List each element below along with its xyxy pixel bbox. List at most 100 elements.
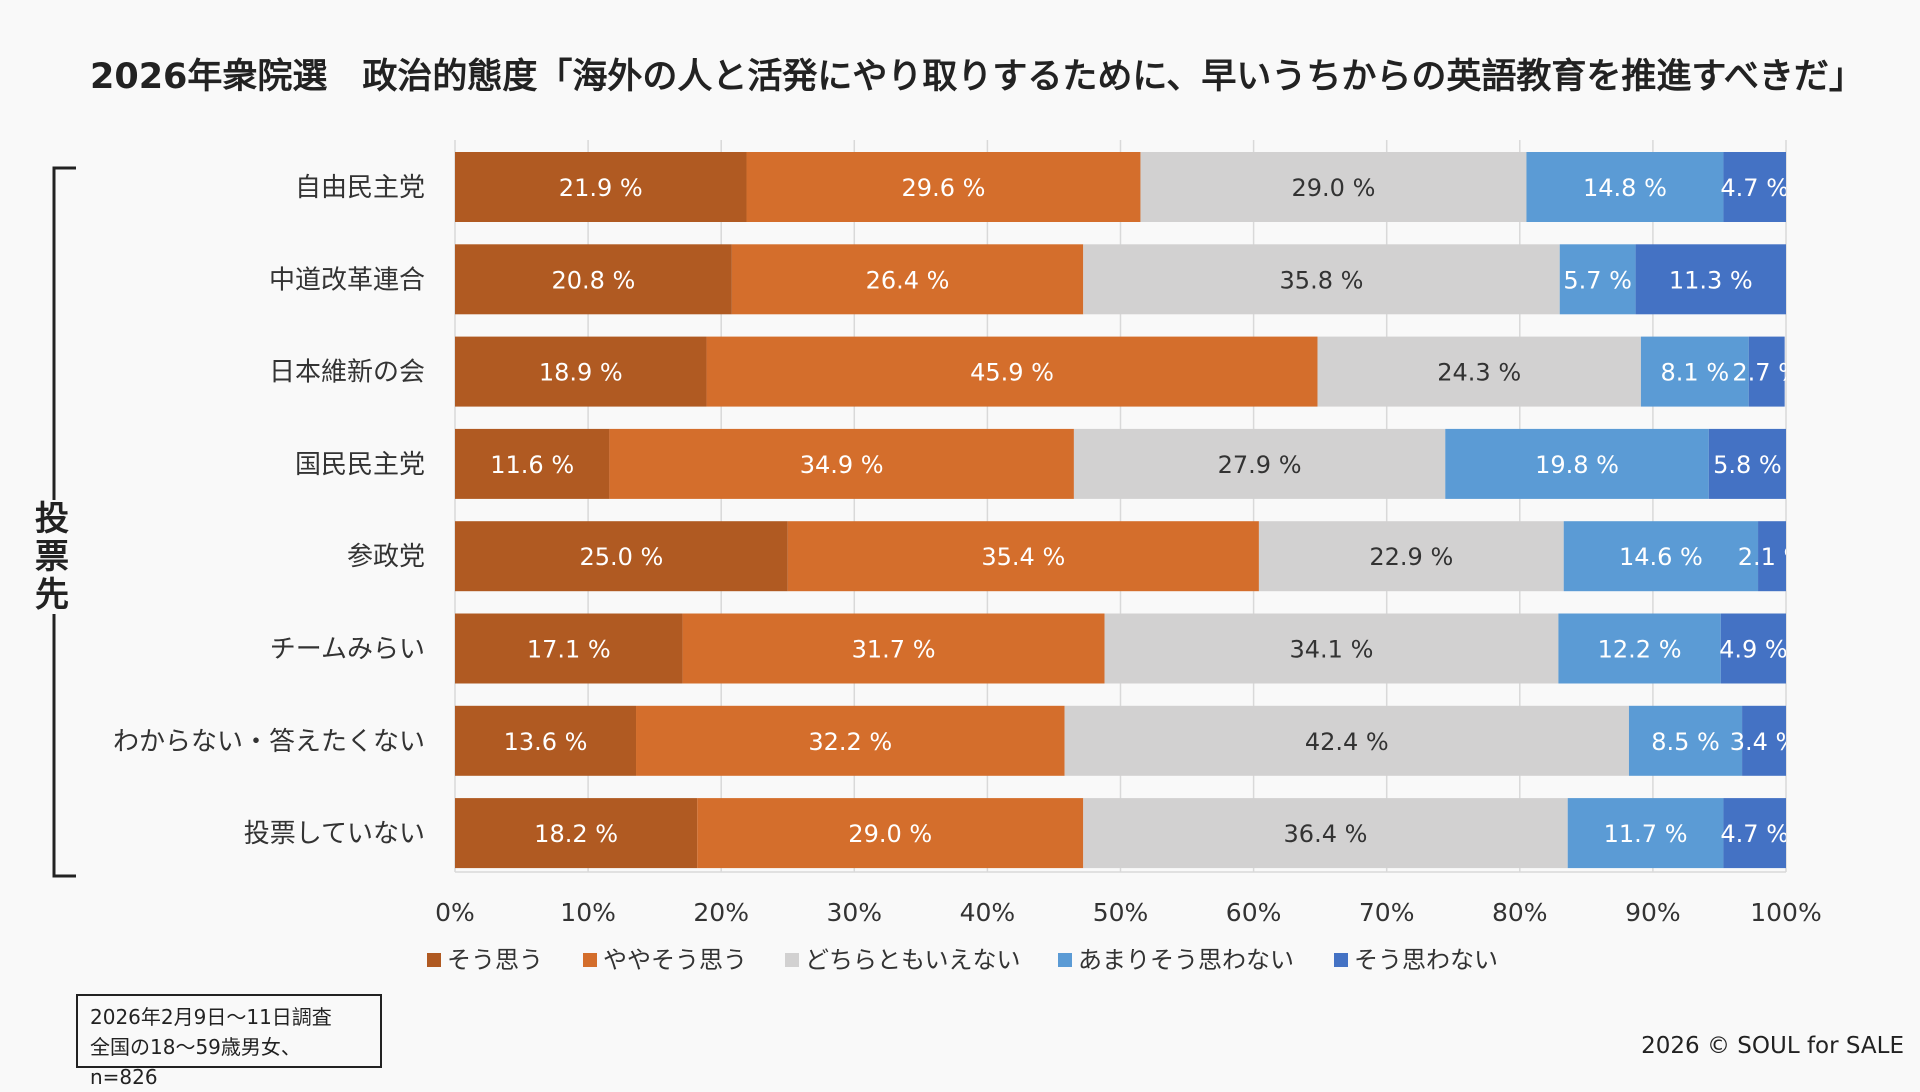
bar-value-label: 11.6 % [490, 451, 574, 479]
x-tick-label: 20% [693, 898, 749, 927]
legend-item: そう思う [427, 946, 543, 974]
bar-segment [1526, 152, 1724, 222]
group-label: 投票先 [30, 500, 74, 614]
bar-segment [1104, 613, 1559, 684]
bar-value-label: 8.5 % [1651, 728, 1720, 756]
x-tick-label: 80% [1492, 898, 1548, 927]
x-tick-label: 90% [1625, 898, 1681, 927]
bars: 21.9 % 29.6 % 29.0 % 14.8 % 4.7 % 20.8 % 26.4 … [455, 152, 1807, 869]
bar-value-label: 29.0 % [1292, 174, 1376, 202]
bar-segment [1558, 613, 1721, 684]
bar-value-label: 36.4 % [1284, 820, 1368, 848]
bar-segment [1083, 798, 1568, 869]
bar-segment [636, 705, 1065, 776]
legend-label: どちらともいえない [805, 946, 1021, 974]
survey-info-box: 2026年2月9日〜11日調査 全国の18〜59歳男女、n=826 [76, 994, 382, 1089]
legend-label: あまりそう思わない [1078, 946, 1294, 974]
bar-value-label: 4.9 % [1719, 636, 1788, 664]
bar-value-label: 45.9 % [970, 359, 1054, 387]
bar-segment [1073, 428, 1446, 499]
bar-value-label: 27.9 % [1218, 451, 1302, 479]
bar-segment [1640, 336, 1749, 407]
bar-segment [455, 152, 747, 222]
bar-value-label: 14.8 % [1583, 174, 1667, 202]
bar-segment [1742, 705, 1786, 776]
bar-value-label: 17.1 % [527, 636, 611, 664]
bar-row: 25.0 % 35.4 % 22.9 % 14.6 % 2.1 % [455, 521, 1807, 592]
x-tick-label: 50% [1093, 898, 1149, 927]
bar-value-label: 25.0 % [579, 543, 663, 571]
category-label: 投票していない [244, 819, 425, 849]
category-labels: 自由民主党中道改革連合日本維新の会国民民主党参政党チームみらいわからない・答えた… [113, 173, 425, 849]
bar-value-label: 4.7 % [1720, 820, 1789, 848]
bar-segment [455, 428, 610, 499]
bar-value-label: 4.7 % [1720, 174, 1789, 202]
survey-sample: 全国の18〜59歳男女、n=826 [90, 1035, 301, 1089]
bar-segment [1708, 428, 1786, 499]
bar-value-label: 13.6 % [504, 728, 588, 756]
bar-segment [455, 613, 683, 684]
x-tick-label: 60% [1226, 898, 1282, 927]
bar-segment [1723, 152, 1786, 222]
legend-item: あまりそう思わない [1058, 946, 1294, 974]
legend-item: そう思わない [1334, 946, 1498, 974]
bar-segment [787, 521, 1259, 592]
bar-segment [1758, 521, 1786, 592]
x-tick-label: 30% [827, 898, 883, 927]
bar-value-label: 5.7 % [1563, 266, 1632, 294]
bar-segment [1445, 428, 1709, 499]
bar-segment [746, 152, 1141, 222]
bar-row: 18.9 % 45.9 % 24.3 % 8.1 % 2.7 % [455, 336, 1801, 407]
category-label: わからない・答えたくない [113, 727, 425, 757]
legend-swatch [1058, 953, 1072, 967]
bar-value-label: 22.9 % [1369, 543, 1453, 571]
bar-value-label: 11.7 % [1604, 820, 1688, 848]
bar-value-label: 35.4 % [981, 543, 1065, 571]
bar-value-label: 42.4 % [1305, 728, 1389, 756]
bar-segment [455, 705, 637, 776]
bar-row: 21.9 % 29.6 % 29.0 % 14.8 % 4.7 % [455, 152, 1789, 222]
bar-value-label: 2.7 % [1732, 359, 1801, 387]
bar-value-label: 19.8 % [1535, 451, 1619, 479]
legend: そう思う ややそう思う どちらともいえない あまりそう思わない そう思わない [427, 946, 1498, 974]
legend-swatch [583, 953, 597, 967]
bar-value-label: 29.0 % [848, 820, 932, 848]
x-tick-label: 40% [960, 898, 1016, 927]
category-label: チームみらい [270, 635, 425, 665]
bar-segment [1628, 705, 1743, 776]
bar-value-label: 32.2 % [808, 728, 892, 756]
bar-value-label: 34.9 % [800, 451, 884, 479]
bar-row: 18.2 % 29.0 % 36.4 % 11.7 % 4.7 % [455, 798, 1789, 869]
legend-swatch [1334, 953, 1348, 967]
bar-segment [706, 336, 1318, 407]
bar-segment [455, 336, 707, 407]
bar-segment [1559, 244, 1636, 315]
bar-segment [1563, 521, 1759, 592]
category-label: 自由民主党 [295, 173, 425, 203]
x-tick-label: 70% [1359, 898, 1415, 927]
bar-segment [1567, 798, 1724, 869]
x-tick-label: 100% [1750, 898, 1821, 927]
stacked-bar-chart: 自由民主党中道改革連合日本維新の会国民民主党参政党チームみらいわからない・答えた… [52, 140, 1822, 974]
bar-segment [1064, 705, 1629, 776]
bar-value-label: 2.1 % [1738, 543, 1807, 571]
bar-segment [1258, 521, 1564, 592]
bar-value-label: 24.3 % [1437, 359, 1521, 387]
bar-row: 13.6 % 32.2 % 42.4 % 8.5 % 3.4 % [455, 705, 1786, 776]
survey-date: 2026年2月9日〜11日調査 [90, 1005, 332, 1029]
legend-swatch [427, 953, 441, 967]
chart-title: 2026年衆院選 政治的態度「海外の人と活発にやり取りするために、早いうちからの… [90, 57, 1864, 97]
bar-segment [1723, 798, 1786, 869]
x-tick-label: 10% [560, 898, 616, 927]
bar-value-label: 14.6 % [1619, 543, 1703, 571]
bar-value-label: 21.9 % [559, 174, 643, 202]
bar-value-label: 35.8 % [1280, 266, 1364, 294]
bar-value-label: 20.8 % [551, 266, 635, 294]
bar-value-label: 5.8 % [1713, 451, 1782, 479]
bar-value-label: 26.4 % [866, 266, 950, 294]
bar-segment [731, 244, 1084, 315]
category-label: 中道改革連合 [269, 265, 425, 295]
bar-segment [697, 798, 1084, 869]
bar-value-label: 12.2 % [1598, 636, 1682, 664]
bar-value-label: 11.3 % [1669, 266, 1753, 294]
